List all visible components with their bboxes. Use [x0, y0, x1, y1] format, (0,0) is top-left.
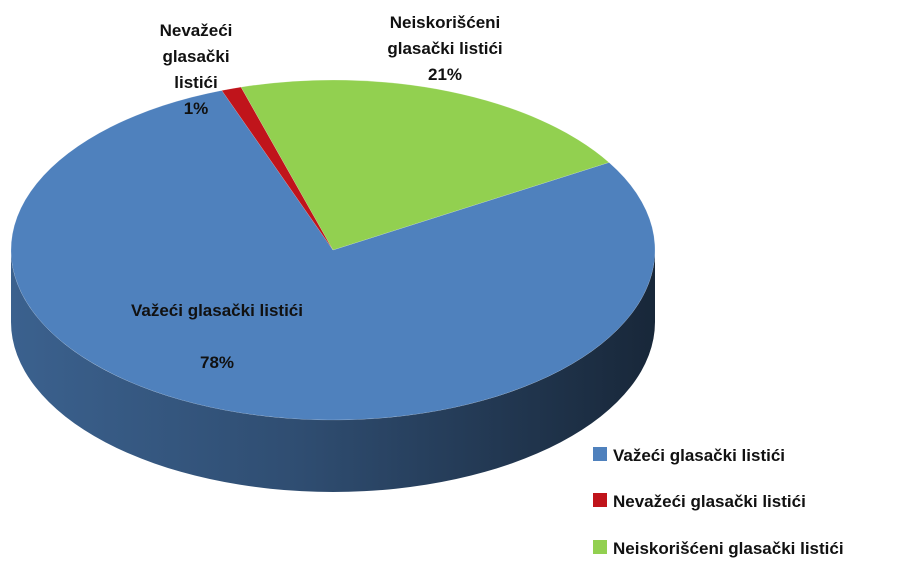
legend-swatch	[593, 493, 607, 507]
data-label-value: 1%	[183, 99, 209, 118]
slice-top	[240, 79, 610, 251]
data-label-name: Neiskorišćeni glasački listići	[387, 13, 503, 58]
pie-slice	[221, 86, 334, 251]
legend-swatch	[593, 540, 607, 554]
legend-swatch	[593, 447, 607, 461]
legend-label: Važeći glasački listići	[613, 446, 786, 465]
slice-top	[10, 90, 656, 421]
pie-slice	[10, 90, 656, 492]
data-label-name: Nevažeći glasački listići	[159, 21, 233, 92]
legend-item: Nevažeći glasački listići	[593, 491, 806, 512]
pie-slice	[240, 79, 610, 251]
legend-label: Neiskorišćeni glasački listići	[613, 539, 844, 558]
data-label-value: 21%	[427, 65, 463, 84]
data-label-value: 78%	[199, 353, 235, 372]
slice-side	[11, 250, 655, 492]
slice-top	[221, 86, 334, 251]
legend-label: Nevažeći glasački listići	[613, 492, 806, 511]
legend-item: Neiskorišćeni glasački listići	[593, 538, 844, 559]
data-label-name: Važeći glasački listići	[130, 301, 303, 320]
legend-item: Važeći glasački listići	[593, 445, 785, 466]
